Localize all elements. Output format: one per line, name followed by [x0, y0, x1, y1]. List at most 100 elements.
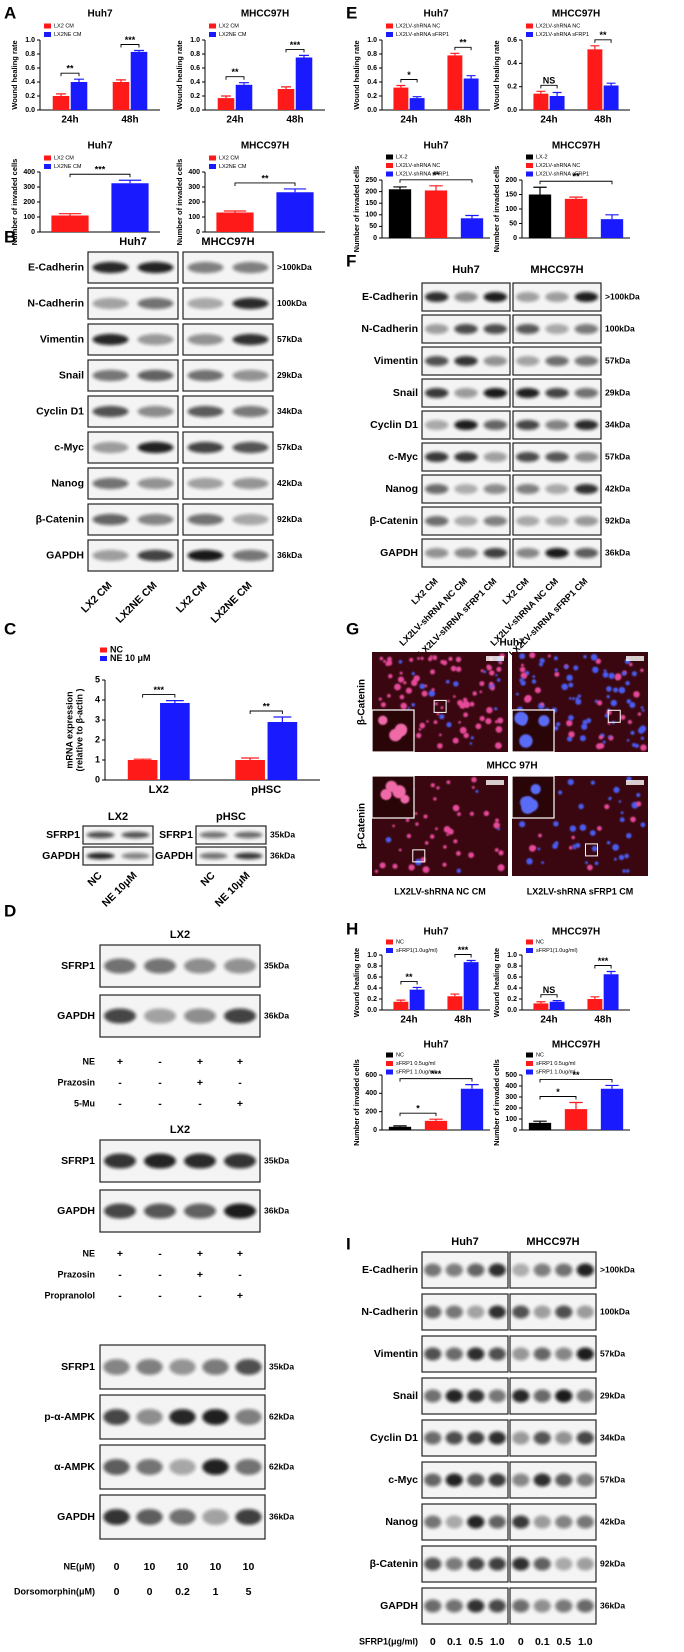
cell — [597, 826, 602, 831]
band — [121, 852, 150, 860]
size-label: 34kDa — [277, 406, 302, 416]
band — [467, 1473, 485, 1487]
cell — [578, 803, 584, 810]
protein-label: Nanog — [385, 1516, 418, 1528]
treatment-mark: - — [118, 1290, 122, 1302]
band — [137, 297, 174, 310]
y-tick-label: 0.6 — [190, 65, 200, 72]
legend-swatch — [209, 164, 216, 169]
inset-cell — [530, 784, 541, 795]
band — [234, 852, 263, 860]
chart-title: MHCC97H — [241, 141, 289, 152]
band — [454, 387, 478, 399]
protein-label: Snail — [393, 387, 418, 399]
cell — [468, 852, 474, 858]
size-label: 92kDa — [277, 514, 302, 524]
error-bar — [299, 54, 309, 58]
error-bar — [223, 210, 247, 213]
treatment-mark: + — [197, 1056, 203, 1068]
cell — [397, 676, 405, 683]
band — [424, 291, 449, 303]
band — [136, 1459, 163, 1475]
band — [235, 1459, 262, 1475]
treatment-mark: - — [118, 1269, 122, 1281]
bar — [549, 1001, 565, 1010]
lane-label: NC — [85, 869, 105, 889]
significance-bracket — [285, 48, 305, 53]
significance-bracket — [454, 954, 472, 958]
cell — [583, 655, 587, 659]
band — [445, 1557, 463, 1571]
y-tick-label: 50 — [369, 223, 377, 230]
cell — [568, 731, 575, 738]
y-tick-label: 0.0 — [190, 107, 200, 114]
cell — [614, 857, 617, 861]
cell — [407, 707, 410, 710]
cell — [622, 869, 626, 873]
treatment-name: NE(μM) — [64, 1561, 96, 1571]
x-tick-label: pHSC — [251, 784, 281, 796]
bar — [528, 1122, 552, 1130]
size-label: >100kDa — [277, 262, 312, 272]
band — [424, 1599, 442, 1613]
cell — [432, 655, 438, 661]
cell — [575, 697, 579, 701]
protein-label: c-Myc — [54, 441, 84, 453]
band — [137, 513, 174, 526]
protein-label: SFRP1 — [46, 829, 80, 841]
size-label: 92kDa — [605, 515, 630, 525]
cell — [489, 670, 495, 676]
size-label: 35kDa — [264, 960, 289, 970]
treatment-mark: - — [118, 1098, 122, 1110]
size-label: 34kDa — [605, 419, 630, 429]
band — [515, 387, 540, 399]
protein-label: GAPDH — [155, 850, 193, 862]
band — [184, 958, 216, 974]
y-tick-label: 0 — [513, 235, 517, 242]
bar — [424, 190, 448, 238]
cell — [613, 786, 620, 794]
band — [454, 451, 478, 463]
cell — [453, 839, 458, 844]
band — [488, 1473, 506, 1487]
band — [483, 547, 508, 559]
band — [483, 387, 508, 399]
cell — [618, 686, 626, 694]
protein-label: Snail — [59, 369, 84, 381]
size-label: 92kDa — [600, 1558, 625, 1568]
size-label: 100kDa — [605, 323, 635, 333]
legend-label: NC — [110, 644, 123, 654]
significance-bracket — [594, 965, 612, 969]
cell — [572, 697, 575, 701]
bar — [388, 1126, 412, 1130]
protein-label: N-Cadherin — [27, 297, 84, 309]
group-title: Huh7 — [451, 1236, 479, 1248]
cell — [520, 680, 526, 686]
treatment-mark: - — [238, 1269, 242, 1281]
bar — [528, 194, 552, 238]
error-bar — [134, 49, 144, 52]
treatment-mark: + — [197, 1248, 203, 1260]
chart-title: Huh7 — [424, 1040, 449, 1051]
cell — [429, 655, 433, 658]
bar — [460, 218, 484, 238]
significance-bracket — [399, 1112, 437, 1117]
x-tick-label: 48h — [121, 115, 138, 126]
cell — [493, 822, 501, 829]
legend-swatch — [526, 163, 533, 168]
blot-title: LX2 — [170, 929, 190, 941]
band — [424, 1263, 442, 1277]
band — [488, 1347, 506, 1361]
significance-label: *** — [598, 956, 609, 966]
chart-title: Huh7 — [88, 141, 113, 152]
protein-label: β-Catenin — [370, 515, 418, 527]
y-tick-label: 0.8 — [25, 51, 35, 58]
cell — [590, 654, 598, 661]
size-label: 36kDa — [600, 1600, 625, 1610]
legend-swatch — [526, 32, 533, 37]
legend-swatch — [386, 948, 393, 953]
chart-title: Huh7 — [424, 927, 449, 938]
cell — [554, 671, 560, 677]
cell — [640, 744, 647, 751]
panel-label: C — [4, 619, 16, 638]
